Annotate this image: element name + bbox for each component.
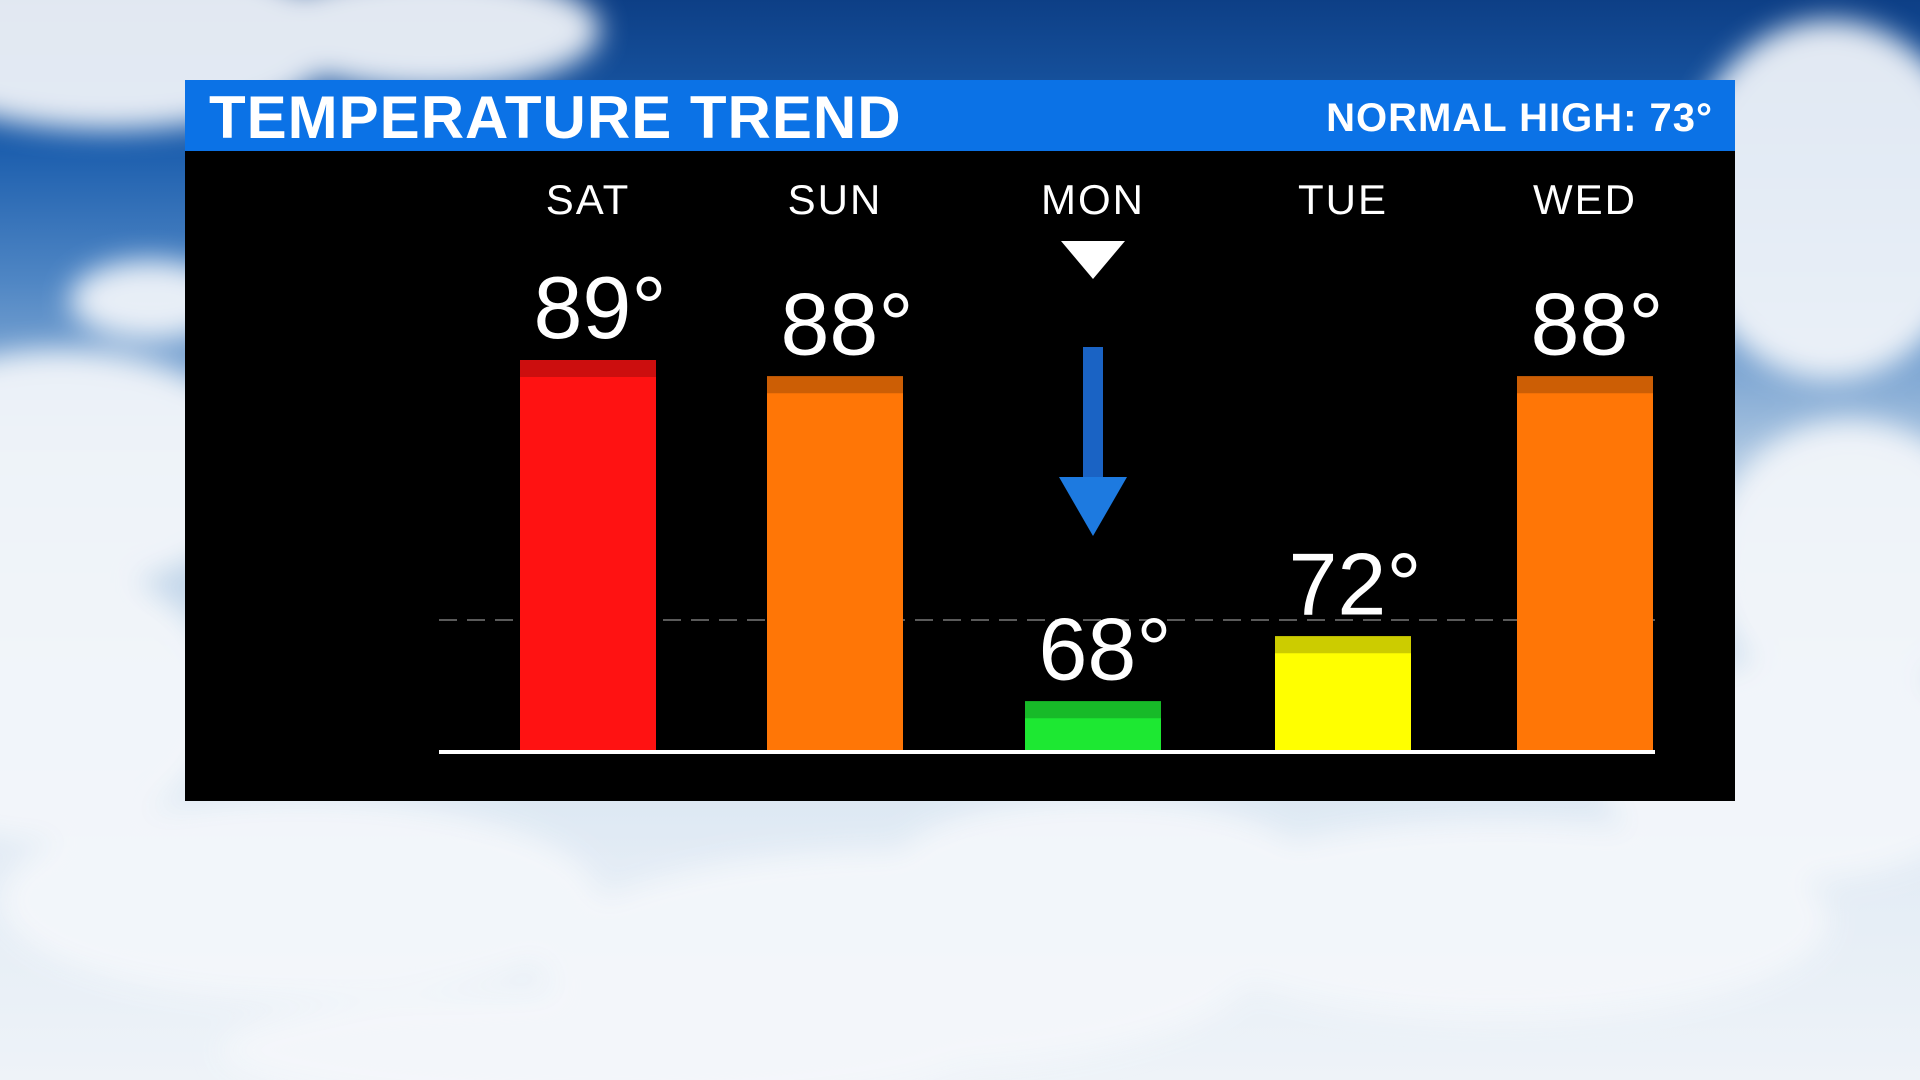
bar-cap-mon: [1025, 701, 1161, 719]
day-label-mon: MON: [1041, 176, 1145, 223]
value-label-sun: 88°: [780, 274, 913, 373]
bar-sun: [767, 376, 903, 750]
bar-cap-wed: [1517, 376, 1653, 394]
down-arrow-icon: [1083, 347, 1103, 482]
value-label-tue: 72°: [1288, 534, 1421, 633]
temperature-trend-panel: 89° SAT 88° SUN 68° MON 72° TUE 88° WED TEMPERATU…: [185, 80, 1735, 801]
page-title: TEMPERATURE TREND: [209, 84, 902, 151]
down-arrow-head-icon: [1059, 477, 1127, 536]
value-label-sat: 89°: [533, 258, 666, 357]
bar-tue: [1275, 636, 1411, 750]
down-triangle-icon: [1061, 241, 1125, 279]
value-label-wed: 88°: [1530, 274, 1663, 373]
panel-header: TEMPERATURE TREND NORMAL HIGH: 73°: [185, 80, 1735, 151]
value-label-mon: 68°: [1038, 599, 1171, 698]
day-label-tue: TUE: [1298, 176, 1388, 223]
bar-sat: [520, 360, 656, 750]
normal-high-label: NORMAL HIGH: 73°: [1326, 96, 1713, 140]
bar-cap-sat: [520, 360, 656, 377]
bar-cap-tue: [1275, 636, 1411, 654]
day-label-sat: SAT: [546, 176, 631, 223]
day-label-wed: WED: [1533, 176, 1637, 223]
temperature-bar-chart: 89° SAT 88° SUN 68° MON 72° TUE 88° WED: [439, 176, 1664, 754]
day-label-sun: SUN: [788, 176, 883, 223]
bar-cap-sun: [767, 376, 903, 394]
bar-wed: [1517, 376, 1653, 750]
